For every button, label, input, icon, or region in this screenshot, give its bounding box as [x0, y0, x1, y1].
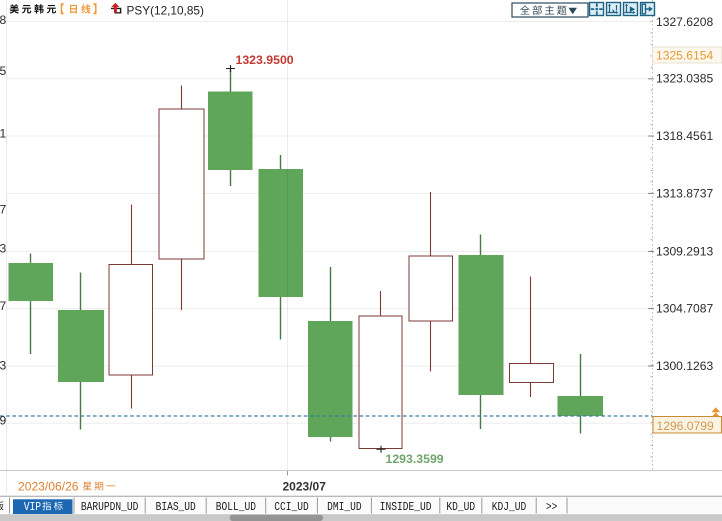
svg-text:7: 7: [0, 299, 7, 313]
svg-text:2023/06/26: 2023/06/26: [18, 479, 79, 493]
svg-text:1313.8737: 1313.8737: [656, 186, 713, 200]
svg-text:9: 9: [0, 414, 7, 428]
svg-text:KDJ_UD: KDJ_UD: [492, 500, 527, 514]
svg-text:3: 3: [0, 359, 7, 373]
svg-text:7: 7: [0, 203, 7, 217]
svg-text:3: 3: [0, 242, 7, 256]
svg-text:5: 5: [0, 64, 7, 78]
svg-text:KD_UD: KD_UD: [446, 500, 475, 514]
svg-text:1323.9500: 1323.9500: [236, 53, 294, 67]
svg-text:1325.6154: 1325.6154: [656, 49, 713, 63]
svg-text:1327.6208: 1327.6208: [656, 15, 713, 29]
svg-text:1304.7087: 1304.7087: [656, 302, 713, 316]
svg-text:BIAS_UD: BIAS_UD: [156, 500, 196, 514]
svg-text:1: 1: [0, 127, 7, 141]
svg-text:PSY(12,10,85): PSY(12,10,85): [127, 3, 204, 17]
svg-text:>>: >>: [546, 500, 558, 514]
svg-text:BARUPDN_UD: BARUPDN_UD: [81, 500, 139, 514]
svg-text:INSIDE_UD: INSIDE_UD: [380, 500, 432, 514]
svg-text:BOLL_UD: BOLL_UD: [216, 500, 256, 514]
svg-text:1323.0385: 1323.0385: [656, 71, 713, 85]
svg-text:8: 8: [0, 13, 7, 27]
svg-text:1300.1263: 1300.1263: [656, 359, 713, 373]
svg-text:1296.0799: 1296.0799: [657, 419, 714, 433]
svg-text:VIP: VIP: [24, 500, 41, 514]
svg-text:DMI_UD: DMI_UD: [327, 500, 362, 514]
svg-text:2023/07: 2023/07: [283, 479, 327, 493]
svg-text:1309.2913: 1309.2913: [656, 245, 713, 259]
svg-text:1318.4561: 1318.4561: [656, 129, 713, 143]
svg-text:CCI_UD: CCI_UD: [274, 500, 309, 514]
svg-text:1293.3599: 1293.3599: [386, 452, 444, 466]
